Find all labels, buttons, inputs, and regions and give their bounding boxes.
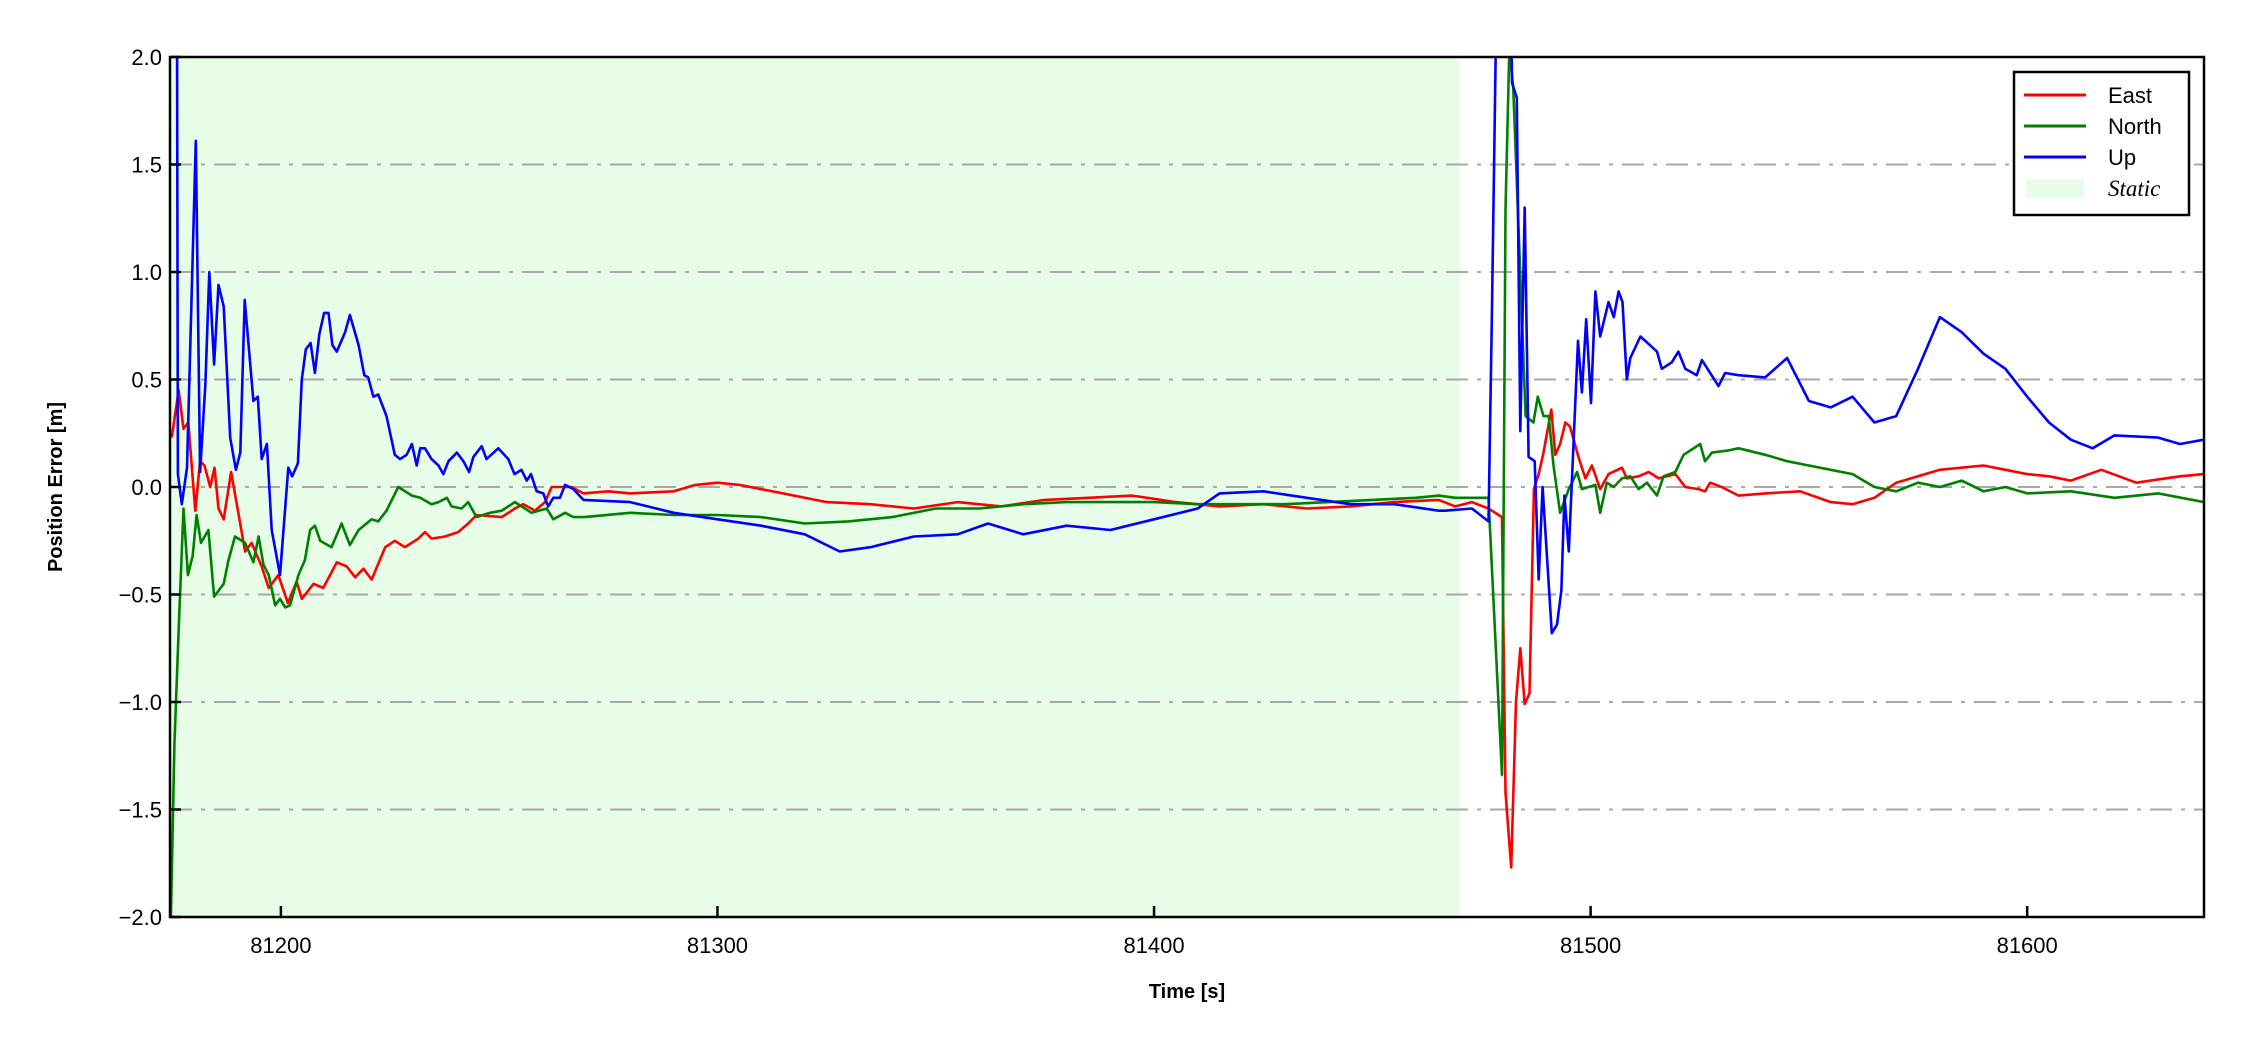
series-line-east xyxy=(170,389,2204,869)
axis-ticks: −2.0 −1.5 −1.0 −0.5 0.0 0.5 1.0 1.5 2.0 81200 8130… xyxy=(119,45,2058,958)
gridlines xyxy=(170,163,2204,811)
legend-label-up: Up xyxy=(2108,145,2136,170)
legend-label-east: East xyxy=(2108,83,2152,108)
y-tick-label: −0.5 xyxy=(119,583,162,608)
y-tick-label: −1.0 xyxy=(119,690,162,715)
y-tick-label: 1.5 xyxy=(131,153,162,178)
series-line-north xyxy=(170,57,2204,917)
y-tick-label: 2.0 xyxy=(131,45,162,70)
legend-swatch-static xyxy=(2026,179,2084,198)
legend: East North Up Static xyxy=(2012,70,2191,217)
y-tick-label: 0.0 xyxy=(131,475,162,500)
series-line-up xyxy=(175,57,2204,635)
legend-label-static: Static xyxy=(2108,176,2160,201)
y-tick-label: −1.5 xyxy=(119,798,162,823)
x-axis-label: Time [s] xyxy=(1149,981,1225,1003)
x-tick-label: 81600 xyxy=(1997,933,2058,958)
x-tick-label: 81300 xyxy=(687,933,748,958)
series-lines xyxy=(170,57,2204,917)
y-axis-label: Position Error [m] xyxy=(45,402,67,572)
y-tick-label: 1.0 xyxy=(131,260,162,285)
x-tick-label: 81400 xyxy=(1123,933,1184,958)
x-tick-label: 81500 xyxy=(1560,933,1621,958)
x-tick-label: 81200 xyxy=(250,933,311,958)
y-tick-label: 0.5 xyxy=(131,368,162,393)
y-tick-label: −2.0 xyxy=(119,905,162,930)
legend-label-north: North xyxy=(2108,114,2162,139)
